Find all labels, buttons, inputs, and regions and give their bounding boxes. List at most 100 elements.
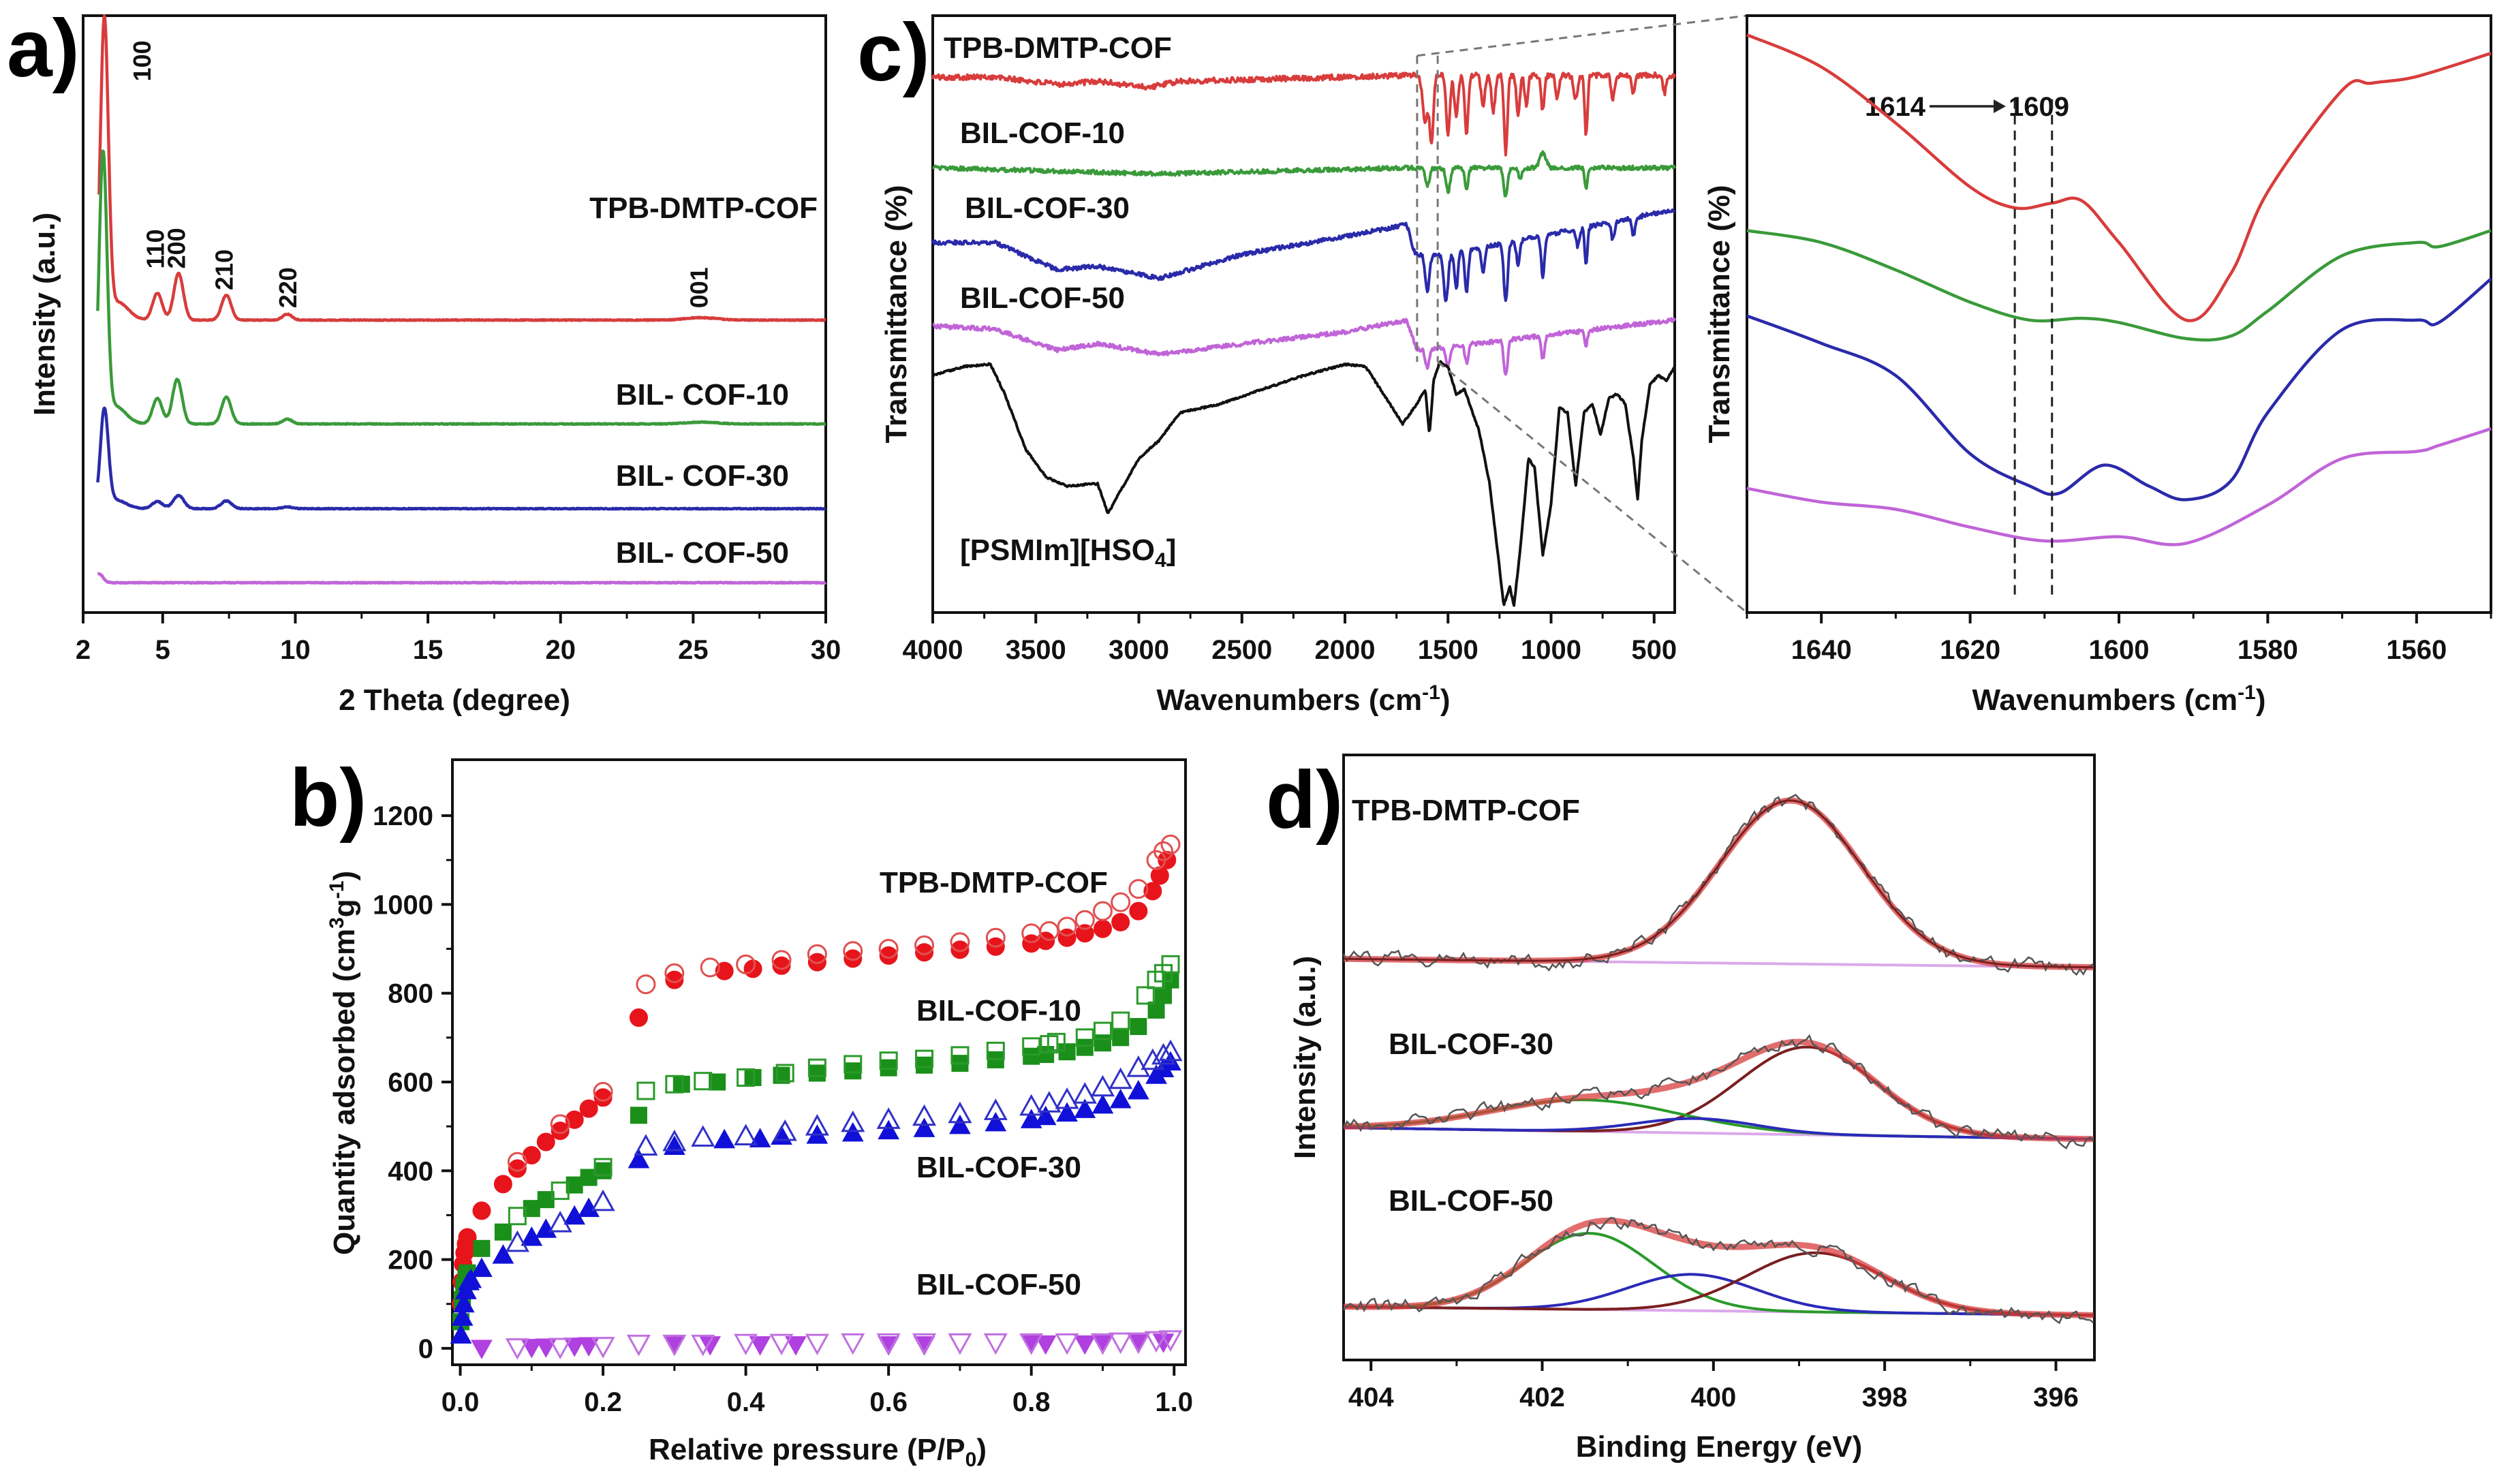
desorption-point-triangle-down <box>1158 1330 1183 1352</box>
desorption-point-square <box>775 1064 794 1083</box>
il-text: [PSMIm][HSO <box>960 534 1155 567</box>
desorption-point-triangle-up <box>773 1119 797 1141</box>
desorption-point-triangle-down <box>505 1338 529 1360</box>
x-tick-label: 3000 <box>1109 635 1169 665</box>
adsorption-point-triangle-down <box>1034 1335 1057 1355</box>
desorption-point-triangle-down <box>1144 1331 1168 1353</box>
adsorption-point-square <box>1058 1043 1076 1061</box>
desorption-point-triangle-down <box>662 1334 687 1357</box>
desorption-point-circle <box>950 932 970 953</box>
desorption-point-triangle-up <box>505 1230 529 1252</box>
y-axis-title-a: Intensity (a.u.) <box>28 213 61 416</box>
panel-label-b: b) <box>290 752 367 844</box>
adsorption-point-triangle-up <box>471 1257 493 1278</box>
hkl-label: 220 <box>274 267 302 308</box>
desorption-point-triangle-up <box>1090 1075 1115 1097</box>
adsorption-point-triangle-down <box>1074 1335 1096 1355</box>
series-label-tpb: TPB-DMTP-COF <box>1352 794 1580 827</box>
desorption-point-circle <box>1111 892 1131 912</box>
x-tick-label: 1500 <box>1418 635 1479 665</box>
desorption-point-circle <box>1074 910 1095 930</box>
desorption-point-circle <box>1021 923 1042 944</box>
x-title-text: Wavenumbers (cm <box>1157 683 1423 717</box>
x-tick-label: 10 <box>280 635 311 665</box>
x-tick-label: 5 <box>155 635 170 665</box>
adsorption-point-triangle-down <box>521 1339 543 1359</box>
panel-label-c: c) <box>857 7 930 98</box>
desorption-point-triangle-up <box>1151 1042 1176 1065</box>
adsorption-point-triangle-up <box>713 1128 736 1149</box>
x-axis-title-d: Binding Energy (eV) <box>1576 1430 1862 1464</box>
desorption-point-triangle-up <box>662 1129 687 1151</box>
series-label-bil10: BIL-COF-10 <box>916 994 1081 1027</box>
adsorption-point-triangle-up <box>985 1111 1007 1132</box>
desorption-point-triangle-up <box>876 1107 901 1129</box>
x-tick-label: 3500 <box>1006 635 1066 665</box>
panel-d-xps: d) Binding Energy (eV) Intensity (a.u.) … <box>1266 754 2096 1464</box>
x-tick-label: 0.6 <box>869 1387 908 1417</box>
desorption-point-square <box>1047 1032 1066 1051</box>
adsorption-point-circle <box>879 946 898 965</box>
adsorption-point-circle <box>536 1132 555 1151</box>
adsorption-point-circle <box>508 1159 527 1178</box>
desorption-point-triangle-down <box>1019 1333 1044 1355</box>
desorption-point-triangle-down <box>548 1338 572 1360</box>
shift-to-label: 1609 <box>2009 92 2069 122</box>
adsorption-point-square <box>1076 1038 1094 1056</box>
adsorption-point-triangle-up <box>452 1293 475 1313</box>
desorption-point-square <box>1093 1021 1112 1040</box>
desorption-point-circle <box>1092 901 1113 921</box>
x-tick-label: 4000 <box>903 635 963 665</box>
adsorption-point-circle <box>1143 882 1162 901</box>
series-label-bil50: BIL-COF-50 <box>916 1268 1081 1301</box>
adsorption-point-circle <box>915 943 934 962</box>
desorption-point-circle <box>1146 850 1166 870</box>
panel-b-isotherm: b) Relative pressure (P/P0) Quantity ads… <box>290 752 1193 1471</box>
x-tick-label: 1600 <box>2089 635 2150 665</box>
x-axis-title-a: 2 Theta (degree) <box>339 683 570 717</box>
desorption-point-triangle-up <box>1019 1094 1044 1116</box>
adsorption-point-triangle-down <box>578 1337 600 1357</box>
desorption-point-square <box>737 1068 756 1087</box>
adsorption-point-square <box>594 1162 612 1179</box>
adsorption-point-square <box>672 1075 690 1093</box>
desorption-point-square <box>843 1055 863 1074</box>
xps-component-peak <box>1344 1117 2094 1141</box>
panel-label-a: a) <box>7 3 80 94</box>
hkl-label: 110 <box>142 229 170 268</box>
desorption-point-circle <box>843 941 863 961</box>
adsorption-point-triangle-down <box>878 1336 900 1356</box>
adsorption-point-circle <box>772 956 791 975</box>
desorption-point-triangle-down <box>591 1337 615 1359</box>
series-label-bil30: BIL- COF-30 <box>616 459 789 493</box>
desorption-point-circle <box>985 927 1006 948</box>
desorption-point-square <box>879 1051 898 1070</box>
adsorption-point-circle <box>551 1122 570 1141</box>
y-axis-title-c-left: Transmittance (%) <box>880 185 913 444</box>
x-tick-label: 0.8 <box>1012 1387 1051 1417</box>
desorption-point-square <box>593 1158 613 1177</box>
desorption-point-triangle-up <box>948 1101 972 1124</box>
adsorption-point-triangle-up <box>1109 1089 1132 1109</box>
adsorption-point-circle <box>579 1099 598 1118</box>
adsorption-point-circle <box>458 1228 477 1247</box>
desorption-point-circle <box>1128 879 1149 899</box>
desorption-point-square <box>807 1058 826 1077</box>
desorption-point-circle <box>664 963 685 983</box>
desorption-point-triangle-down <box>1090 1333 1115 1355</box>
series-label-bil10: BIL-COF-10 <box>960 117 1125 150</box>
desorption-point-circle <box>807 944 827 964</box>
xrd-pattern-line <box>96 149 827 427</box>
adsorption-point-triangle-down <box>785 1336 807 1356</box>
desorption-point-circle <box>1057 916 1077 937</box>
x-tick-label: 15 <box>413 635 444 665</box>
ftir-spectrum-line <box>932 317 1676 376</box>
x-axis-title-c-right: Wavenumbers (cm-1) <box>1972 681 2266 717</box>
adsorption-point-circle <box>1150 866 1169 885</box>
panel-c-ftir: c) Wavenumbers (cm-1) Transmittance (%) … <box>857 7 2492 717</box>
y-title-sup2: -1 <box>326 881 348 899</box>
adsorption-point-triangle-up <box>1092 1094 1114 1114</box>
desorption-point-triangle-down <box>626 1334 651 1357</box>
